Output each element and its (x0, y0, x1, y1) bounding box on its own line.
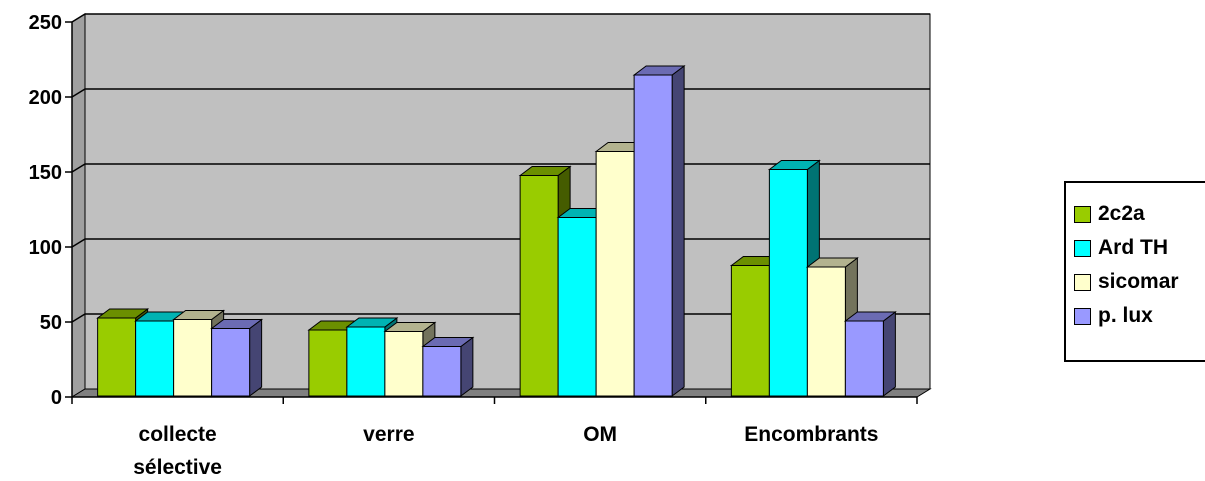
bar-front (422, 346, 462, 397)
bar-front (633, 74, 673, 397)
category-labels: collecte sélective verre OM Encombrants (133, 423, 878, 479)
legend-label: sicomar (1098, 270, 1179, 293)
legend-swatch (1074, 307, 1091, 325)
y-tick-label: 200 (29, 87, 62, 109)
bars (96, 65, 897, 397)
bar-front (806, 266, 846, 397)
bar-front (519, 175, 559, 397)
bar (210, 318, 264, 397)
category-label: OM (583, 423, 617, 446)
bar-front (730, 265, 770, 397)
legend-item: p. lux (1074, 303, 1153, 329)
legend-item: 2c2a (1074, 201, 1145, 227)
y-tick-label: 100 (29, 237, 62, 259)
bar (843, 311, 897, 397)
side-wall (71, 13, 86, 398)
y-tick-label: 250 (29, 12, 62, 34)
bar-side (671, 65, 685, 397)
legend-label: 2c2a (1098, 202, 1145, 225)
category-label: verre (363, 423, 414, 446)
legend-swatch (1074, 239, 1091, 257)
bar-front (844, 320, 884, 397)
category-label: Encombrants (744, 423, 878, 446)
category-label: collecte (139, 423, 217, 446)
bar-front (97, 317, 137, 397)
legend-label: Ard TH (1098, 236, 1168, 259)
bar-front (308, 329, 348, 397)
bar-side (249, 318, 263, 397)
bar-side (460, 336, 474, 397)
y-tick-label: 50 (40, 312, 62, 334)
legend-label: p. lux (1098, 304, 1153, 327)
bar (632, 65, 686, 397)
gridline (71, 13, 930, 23)
bar (421, 336, 475, 397)
bar-side (882, 311, 896, 397)
legend-item: sicomar (1074, 269, 1179, 295)
category-label: sélective (133, 456, 222, 479)
axes (65, 21, 918, 404)
bar-front (768, 169, 808, 397)
legend-swatch (1074, 205, 1091, 223)
y-tick-label: 0 (51, 387, 62, 409)
y-tick-labels: 0 50 100 150 200 250 (29, 12, 62, 409)
bar-front (135, 320, 175, 397)
bar-front (173, 319, 213, 397)
bar-front (384, 331, 424, 397)
legend-item: Ard TH (1074, 235, 1168, 261)
bar-front (557, 217, 597, 397)
bar-front (346, 326, 386, 397)
bar-front (595, 151, 635, 397)
legend-swatch (1074, 273, 1091, 291)
legend: 2c2a Ard TH sicomar p. lux (1064, 181, 1205, 362)
bar-front (211, 328, 251, 397)
y-tick-label: 150 (29, 162, 62, 184)
